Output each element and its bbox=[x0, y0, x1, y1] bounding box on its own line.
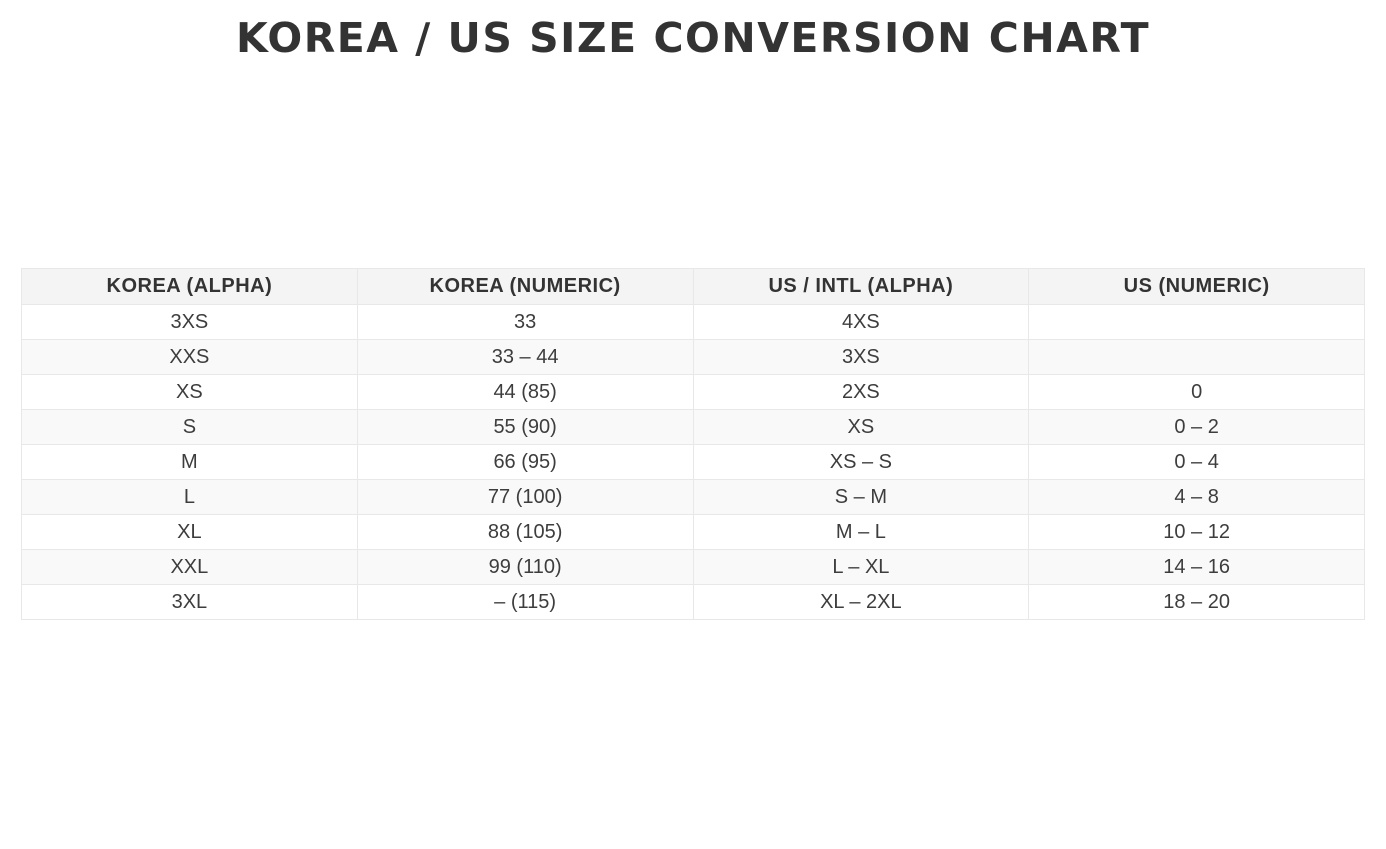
table-row: 3XL – (115) XL – 2XL 18 – 20 bbox=[21, 584, 1365, 620]
table-cell: L – XL bbox=[692, 549, 1030, 585]
table-cell: 88 (105) bbox=[356, 514, 694, 550]
table-cell: 0 – 2 bbox=[1028, 409, 1365, 445]
table-cell: S – M bbox=[692, 479, 1030, 515]
table-cell: 99 (110) bbox=[356, 549, 694, 585]
column-header: US (NUMERIC) bbox=[1028, 268, 1365, 305]
table-cell: 33 – 44 bbox=[356, 339, 694, 375]
table-cell: XL bbox=[21, 514, 358, 550]
table-row: XL 88 (105) M – L 10 – 12 bbox=[21, 514, 1365, 550]
table-cell: 3XL bbox=[21, 584, 358, 620]
table-cell: 3XS bbox=[21, 304, 358, 340]
table-cell: 55 (90) bbox=[356, 409, 694, 445]
table-row: XS 44 (85) 2XS 0 bbox=[21, 374, 1365, 410]
table-cell: M – L bbox=[692, 514, 1030, 550]
table-cell: 4 – 8 bbox=[1028, 479, 1365, 515]
table-cell: L bbox=[21, 479, 358, 515]
table-cell: 2XS bbox=[692, 374, 1030, 410]
column-header: KOREA (ALPHA) bbox=[21, 268, 358, 305]
table-row: XXL 99 (110) L – XL 14 – 16 bbox=[21, 549, 1365, 585]
table-cell: 33 bbox=[356, 304, 694, 340]
table-row: XXS 33 – 44 3XS bbox=[21, 339, 1365, 375]
table-cell: 14 – 16 bbox=[1028, 549, 1365, 585]
page-title: KOREA / US SIZE CONVERSION CHART bbox=[235, 14, 1151, 62]
table-header: KOREA (ALPHA) KOREA (NUMERIC) US / INTL (A… bbox=[21, 268, 1365, 305]
column-header: KOREA (NUMERIC) bbox=[356, 268, 694, 305]
table-cell: 77 (100) bbox=[356, 479, 694, 515]
column-header: US / INTL (ALPHA) bbox=[692, 268, 1030, 305]
table-cell: 10 – 12 bbox=[1028, 514, 1365, 550]
size-conversion-table-container: KOREA (ALPHA) KOREA (NUMERIC) US / INTL (A… bbox=[21, 268, 1365, 620]
table-cell: XXS bbox=[21, 339, 358, 375]
table-row: 3XS 33 4XS bbox=[21, 304, 1365, 340]
table-cell: M bbox=[21, 444, 358, 480]
table-body: 3XS 33 4XS XXS 33 – 44 3XS XS 44 (85) 2XS 0 S 55 (9… bbox=[21, 304, 1365, 620]
table-cell: XS bbox=[692, 409, 1030, 445]
table-cell: XS – S bbox=[692, 444, 1030, 480]
table-header-row: KOREA (ALPHA) KOREA (NUMERIC) US / INTL (A… bbox=[21, 268, 1365, 305]
table-cell: – (115) bbox=[356, 584, 694, 620]
size-conversion-table: KOREA (ALPHA) KOREA (NUMERIC) US / INTL (A… bbox=[21, 268, 1365, 620]
table-cell: S bbox=[21, 409, 358, 445]
table-cell: XS bbox=[21, 374, 358, 410]
table-row: S 55 (90) XS 0 – 2 bbox=[21, 409, 1365, 445]
table-cell: 0 bbox=[1028, 374, 1365, 410]
table-cell bbox=[1028, 339, 1365, 375]
table-cell: 0 – 4 bbox=[1028, 444, 1365, 480]
table-cell bbox=[1028, 304, 1365, 340]
table-cell: XXL bbox=[21, 549, 358, 585]
table-cell: 3XS bbox=[692, 339, 1030, 375]
table-cell: 4XS bbox=[692, 304, 1030, 340]
table-cell: XL – 2XL bbox=[692, 584, 1030, 620]
table-cell: 44 (85) bbox=[356, 374, 694, 410]
table-cell: 18 – 20 bbox=[1028, 584, 1365, 620]
table-cell: 66 (95) bbox=[356, 444, 694, 480]
